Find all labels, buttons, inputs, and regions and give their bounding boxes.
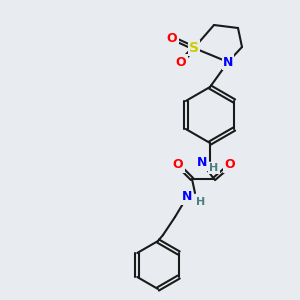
Text: N: N (197, 157, 207, 169)
Text: H: H (209, 163, 219, 173)
Text: O: O (176, 56, 186, 68)
Text: N: N (223, 56, 233, 68)
Text: N: N (182, 190, 192, 203)
Text: H: H (196, 197, 206, 207)
Text: S: S (189, 41, 199, 55)
Text: O: O (225, 158, 235, 172)
Text: O: O (167, 32, 177, 44)
Text: O: O (173, 158, 183, 172)
